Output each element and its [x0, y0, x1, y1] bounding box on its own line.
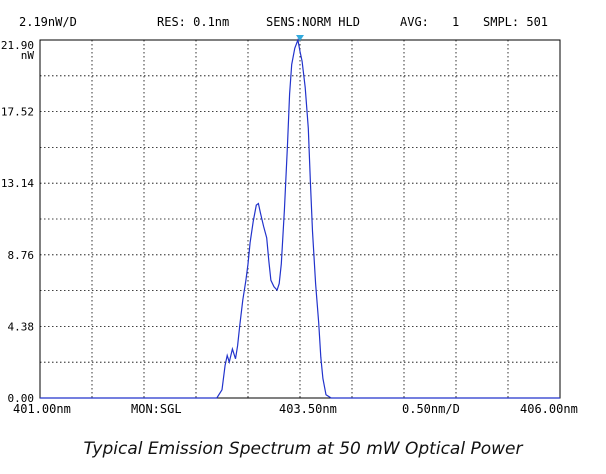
x-span-per-div-label: 0.50nm/D — [402, 402, 460, 416]
y-tick-label: 4.38 — [8, 320, 35, 333]
x-start-label: 401.00nm — [13, 402, 71, 416]
sweep-mode-label: MON:SGL — [131, 402, 182, 416]
spectrum-trace — [40, 37, 560, 399]
status-header: 2.19nW/D RES: 0.1nm SENS:NORM HLD AVG: 1… — [0, 15, 606, 31]
figure-caption: Typical Emission Spectrum at 50 mW Optic… — [83, 439, 523, 459]
x-center-label: 403.50nm — [279, 402, 337, 416]
x-stop-label: 406.00nm — [520, 402, 578, 416]
y-unit-label: nW — [21, 49, 35, 62]
sensitivity-readout: SENS:NORM HLD — [266, 15, 360, 29]
average-value: 1 — [452, 15, 460, 29]
average-label: AVG: — [400, 15, 429, 29]
y-tick-label: 21.90 — [1, 39, 34, 52]
y-tick-label: 17.52 — [1, 106, 34, 119]
sampling-readout: SMPL: 501 — [483, 15, 549, 29]
level-scale-readout: 2.19nW/D — [19, 15, 77, 29]
y-tick-label: 0.00 — [8, 392, 35, 405]
peak-marker-icon — [296, 35, 304, 41]
y-tick-label: 8.76 — [8, 249, 35, 262]
resolution-readout: RES: 0.1nm — [157, 15, 230, 29]
y-tick-label: 13.14 — [1, 177, 34, 190]
